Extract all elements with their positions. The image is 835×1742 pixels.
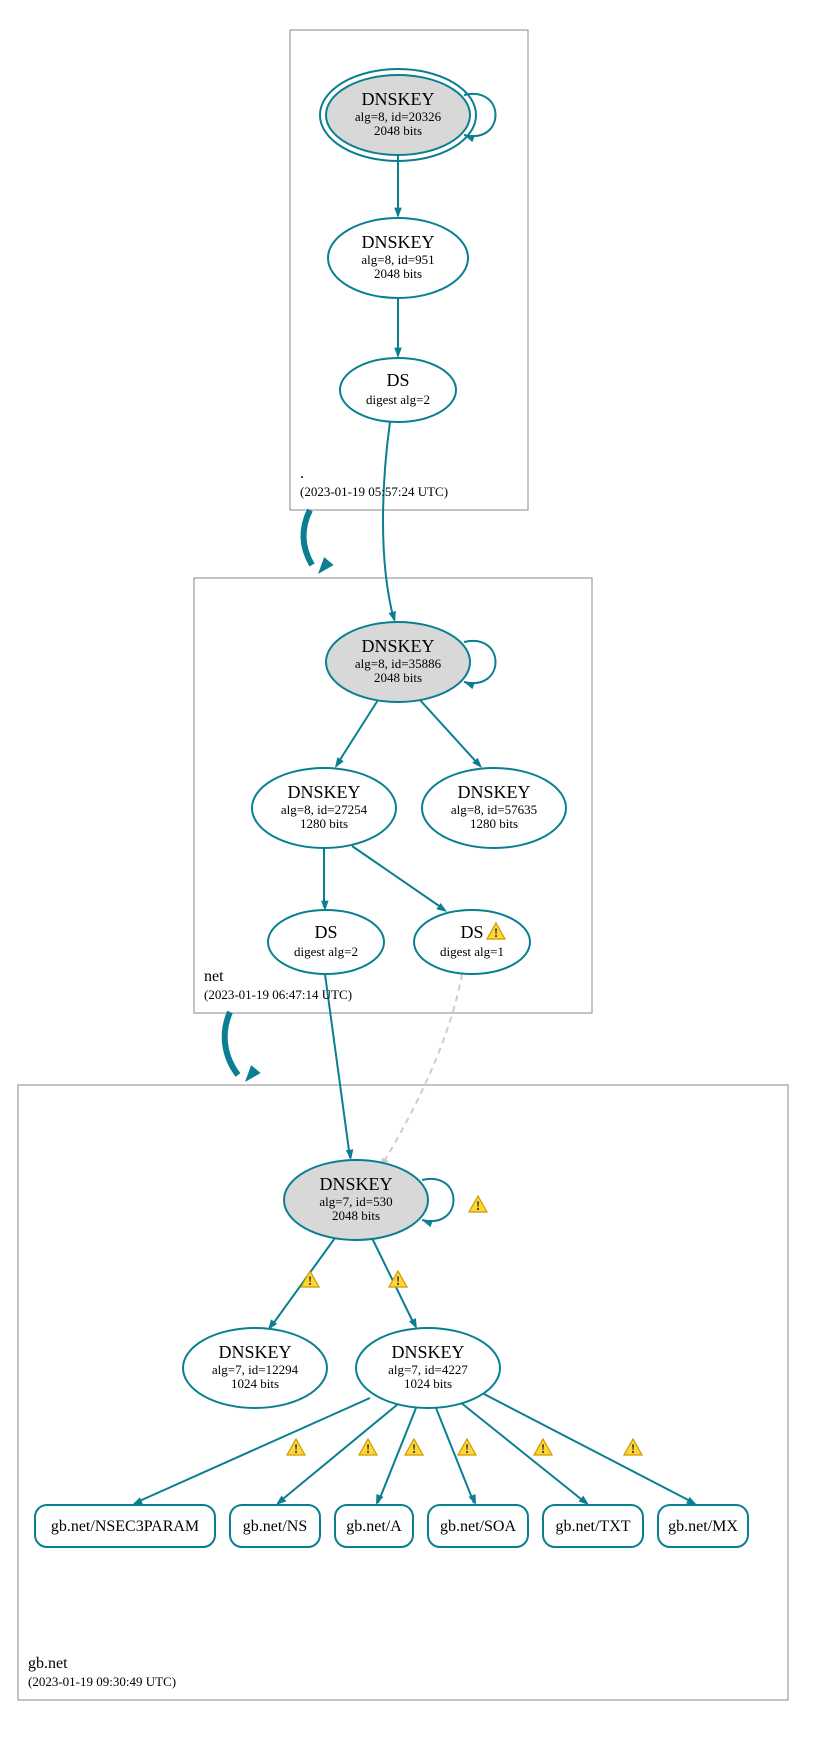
- edge-root_ds-net_ksk: [383, 422, 394, 620]
- node-gb_ksk: DNSKEYalg=7, id=5302048 bits: [284, 1160, 428, 1240]
- node-line3-gb_ksk: 2048 bits: [332, 1208, 380, 1223]
- zone-connector: [225, 1012, 238, 1075]
- leaf-5: gb.net/MX: [658, 1505, 748, 1547]
- leaf-1: gb.net/NS: [230, 1505, 320, 1547]
- node-title-net_zsk2: DNSKEY: [457, 782, 530, 802]
- zone-timestamp-root: (2023-01-19 05:57:24 UTC): [300, 484, 448, 499]
- zone-timestamp-gbnet: (2023-01-19 09:30:49 UTC): [28, 1674, 176, 1689]
- arrowhead: [389, 611, 396, 622]
- leaf-label-4: gb.net/TXT: [555, 1518, 630, 1535]
- node-title-net_ds1: DS: [314, 922, 337, 942]
- node-title-net_zsk1: DNSKEY: [287, 782, 360, 802]
- zone-label-net: net: [204, 968, 224, 985]
- leaf-label-5: gb.net/MX: [668, 1518, 738, 1535]
- edge-gb_zsk2-leaf5: [484, 1394, 694, 1503]
- node-line2-net_ds2: digest alg=1: [440, 944, 504, 959]
- node-title-root_zsk: DNSKEY: [361, 232, 434, 252]
- zone-label-gbnet: gb.net: [28, 1655, 68, 1672]
- node-line3-gb_zsk2: 1024 bits: [404, 1376, 452, 1391]
- warning-icon: [287, 1439, 305, 1456]
- node-line3-gb_zsk1: 1024 bits: [231, 1376, 279, 1391]
- warning-icon: [359, 1439, 377, 1456]
- node-title-gb_zsk1: DNSKEY: [218, 1342, 291, 1362]
- warning-icon: [534, 1439, 552, 1456]
- arrowhead: [579, 1496, 589, 1505]
- warning-icon: [301, 1271, 319, 1288]
- leaf-2: gb.net/A: [335, 1505, 413, 1547]
- node-line2-net_ksk: alg=8, id=35886: [355, 656, 442, 671]
- node-net_zsk1: DNSKEYalg=8, id=272541280 bits: [252, 768, 396, 848]
- node-line2-root_ksk: alg=8, id=20326: [355, 109, 442, 124]
- node-line2-gb_zsk2: alg=7, id=4227: [388, 1362, 468, 1377]
- dnssec-graph: ! DNSKEYalg=8, id=203262048 bitsDNSKEYal…: [0, 0, 835, 1742]
- warning-icon: [624, 1439, 642, 1456]
- node-line2-net_ds1: digest alg=2: [294, 944, 358, 959]
- arrowhead: [394, 348, 402, 358]
- node-line3-net_zsk1: 1280 bits: [300, 816, 348, 831]
- arrowhead: [422, 1220, 433, 1227]
- leaf-label-2: gb.net/A: [346, 1518, 402, 1535]
- leaf-label-0: gb.net/NSEC3PARAM: [51, 1518, 199, 1535]
- warning-icon: [469, 1196, 487, 1213]
- arrowhead: [318, 557, 334, 574]
- arrowhead: [245, 1065, 261, 1082]
- node-net_ksk: DNSKEYalg=8, id=358862048 bits: [326, 622, 470, 702]
- edge-gb_ksk-gb_zsk1: [270, 1238, 335, 1328]
- leaf-3: gb.net/SOA: [428, 1505, 528, 1547]
- arrowhead: [686, 1497, 697, 1505]
- node-title-gb_ksk: DNSKEY: [319, 1174, 392, 1194]
- edge-net_ksk-net_zsk1: [336, 700, 378, 766]
- arrowhead: [394, 208, 402, 218]
- node-root_zsk: DNSKEYalg=8, id=9512048 bits: [328, 218, 468, 298]
- edge-net_ksk-net_zsk2: [420, 700, 480, 766]
- node-line2-root_zsk: alg=8, id=951: [361, 252, 434, 267]
- arrowhead: [132, 1497, 143, 1505]
- node-line3-root_ksk: 2048 bits: [374, 123, 422, 138]
- node-net_ds2: DS digest alg=1: [414, 910, 530, 974]
- node-line3-net_zsk2: 1280 bits: [470, 816, 518, 831]
- node-title-gb_zsk2: DNSKEY: [391, 1342, 464, 1362]
- node-line2-gb_ksk: alg=7, id=530: [319, 1194, 392, 1209]
- zone-label-root: .: [300, 465, 304, 482]
- arrowhead: [335, 757, 344, 768]
- arrowhead: [469, 1494, 476, 1505]
- node-title-root_ds: DS: [386, 370, 409, 390]
- node-title-net_ksk: DNSKEY: [361, 636, 434, 656]
- node-line3-root_zsk: 2048 bits: [374, 266, 422, 281]
- node-gb_zsk2: DNSKEYalg=7, id=42271024 bits: [356, 1328, 500, 1408]
- node-line2-gb_zsk1: alg=7, id=12294: [212, 1362, 299, 1377]
- node-net_ds1: DS digest alg=2: [268, 910, 384, 974]
- node-gb_zsk1: DNSKEYalg=7, id=122941024 bits: [183, 1328, 327, 1408]
- leaf-label-1: gb.net/NS: [243, 1518, 307, 1535]
- arrowhead: [376, 1494, 383, 1505]
- node-line2-net_zsk1: alg=8, id=27254: [281, 802, 368, 817]
- leaf-4: gb.net/TXT: [543, 1505, 643, 1547]
- arrowhead: [464, 682, 475, 689]
- arrowhead: [346, 1149, 353, 1160]
- node-title-root_ksk: DNSKEY: [361, 89, 434, 109]
- node-line3-net_ksk: 2048 bits: [374, 670, 422, 685]
- leaf-label-3: gb.net/SOA: [440, 1518, 516, 1535]
- edge-net_zsk1-net_ds2: [352, 846, 445, 910]
- edge-net_ds2-gb_ksk: [382, 974, 462, 1165]
- node-line2-root_ds: digest alg=2: [366, 392, 430, 407]
- node-root_ksk: DNSKEYalg=8, id=203262048 bits: [320, 69, 476, 161]
- node-net_zsk2: DNSKEYalg=8, id=576351280 bits: [422, 768, 566, 848]
- edge-gb_zsk2-leaf0: [135, 1398, 370, 1503]
- warning-icon: [405, 1439, 423, 1456]
- arrowhead: [409, 1318, 417, 1329]
- warning-icon: [458, 1439, 476, 1456]
- node-line2-net_zsk2: alg=8, id=57635: [451, 802, 537, 817]
- edge-gb_zsk2-leaf4: [460, 1402, 586, 1503]
- node-title-net_ds2: DS: [460, 922, 483, 942]
- node-root_ds: DS digest alg=2: [340, 358, 456, 422]
- zone-connector: [303, 510, 312, 565]
- leaf-0: gb.net/NSEC3PARAM: [35, 1505, 215, 1547]
- zone-timestamp-net: (2023-01-19 06:47:14 UTC): [204, 987, 352, 1002]
